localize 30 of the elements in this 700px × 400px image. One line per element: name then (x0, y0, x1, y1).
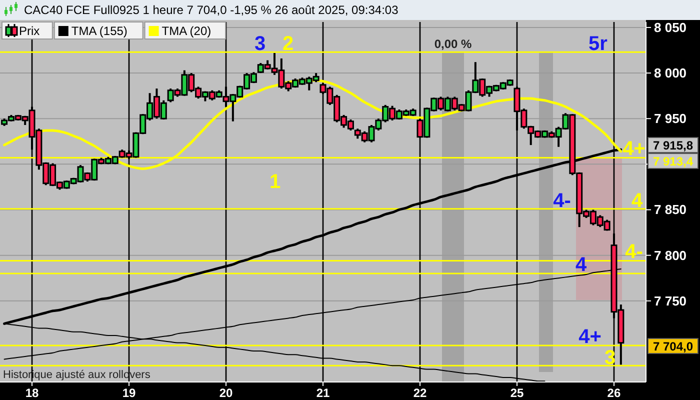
y-tick-label: 7 750 (654, 293, 687, 308)
annotation: 5r (588, 33, 608, 55)
annotation: 2 (282, 33, 294, 55)
annotation: 3 (254, 33, 266, 55)
y-tick-label: 7 850 (654, 202, 687, 218)
text: 7 704,0 (652, 340, 694, 354)
x-tick-label: 19 (122, 386, 136, 400)
text: 4 (631, 190, 644, 212)
legend-label: TMA (155) (71, 24, 128, 38)
annotation: 4- (553, 190, 571, 212)
annotation: 4+ (622, 138, 646, 160)
x-tick-label: 25 (510, 386, 524, 400)
chart-title: CAC40 FCE Full0925 1 heure 7 704,0 -1,95 % 26 août 2025, 09:34:03 (24, 3, 399, 17)
annotation: 4+ (578, 326, 602, 348)
x-tick-label: 26 (607, 386, 621, 400)
legend-label: Prix (19, 24, 40, 38)
text: 7 915,8 (652, 138, 694, 152)
text: 7 913,4 (652, 154, 694, 168)
y-tick-label: 7 800 (654, 248, 687, 263)
y-tick-label: 8 000 (654, 66, 687, 81)
annotation: 1 (269, 171, 281, 193)
y-tick-label: 8 050 (654, 20, 687, 35)
text: 4- (625, 241, 643, 263)
x-tick-label: 22 (413, 386, 427, 400)
x-tick-label: 18 (25, 386, 40, 400)
x-tick-label: 21 (316, 386, 330, 400)
legend-label: TMA (20) (162, 24, 212, 38)
annotation: 0,00 % (434, 37, 472, 51)
y-tick-label: 7 950 (654, 111, 687, 126)
x-tick-label: 20 (219, 386, 233, 400)
